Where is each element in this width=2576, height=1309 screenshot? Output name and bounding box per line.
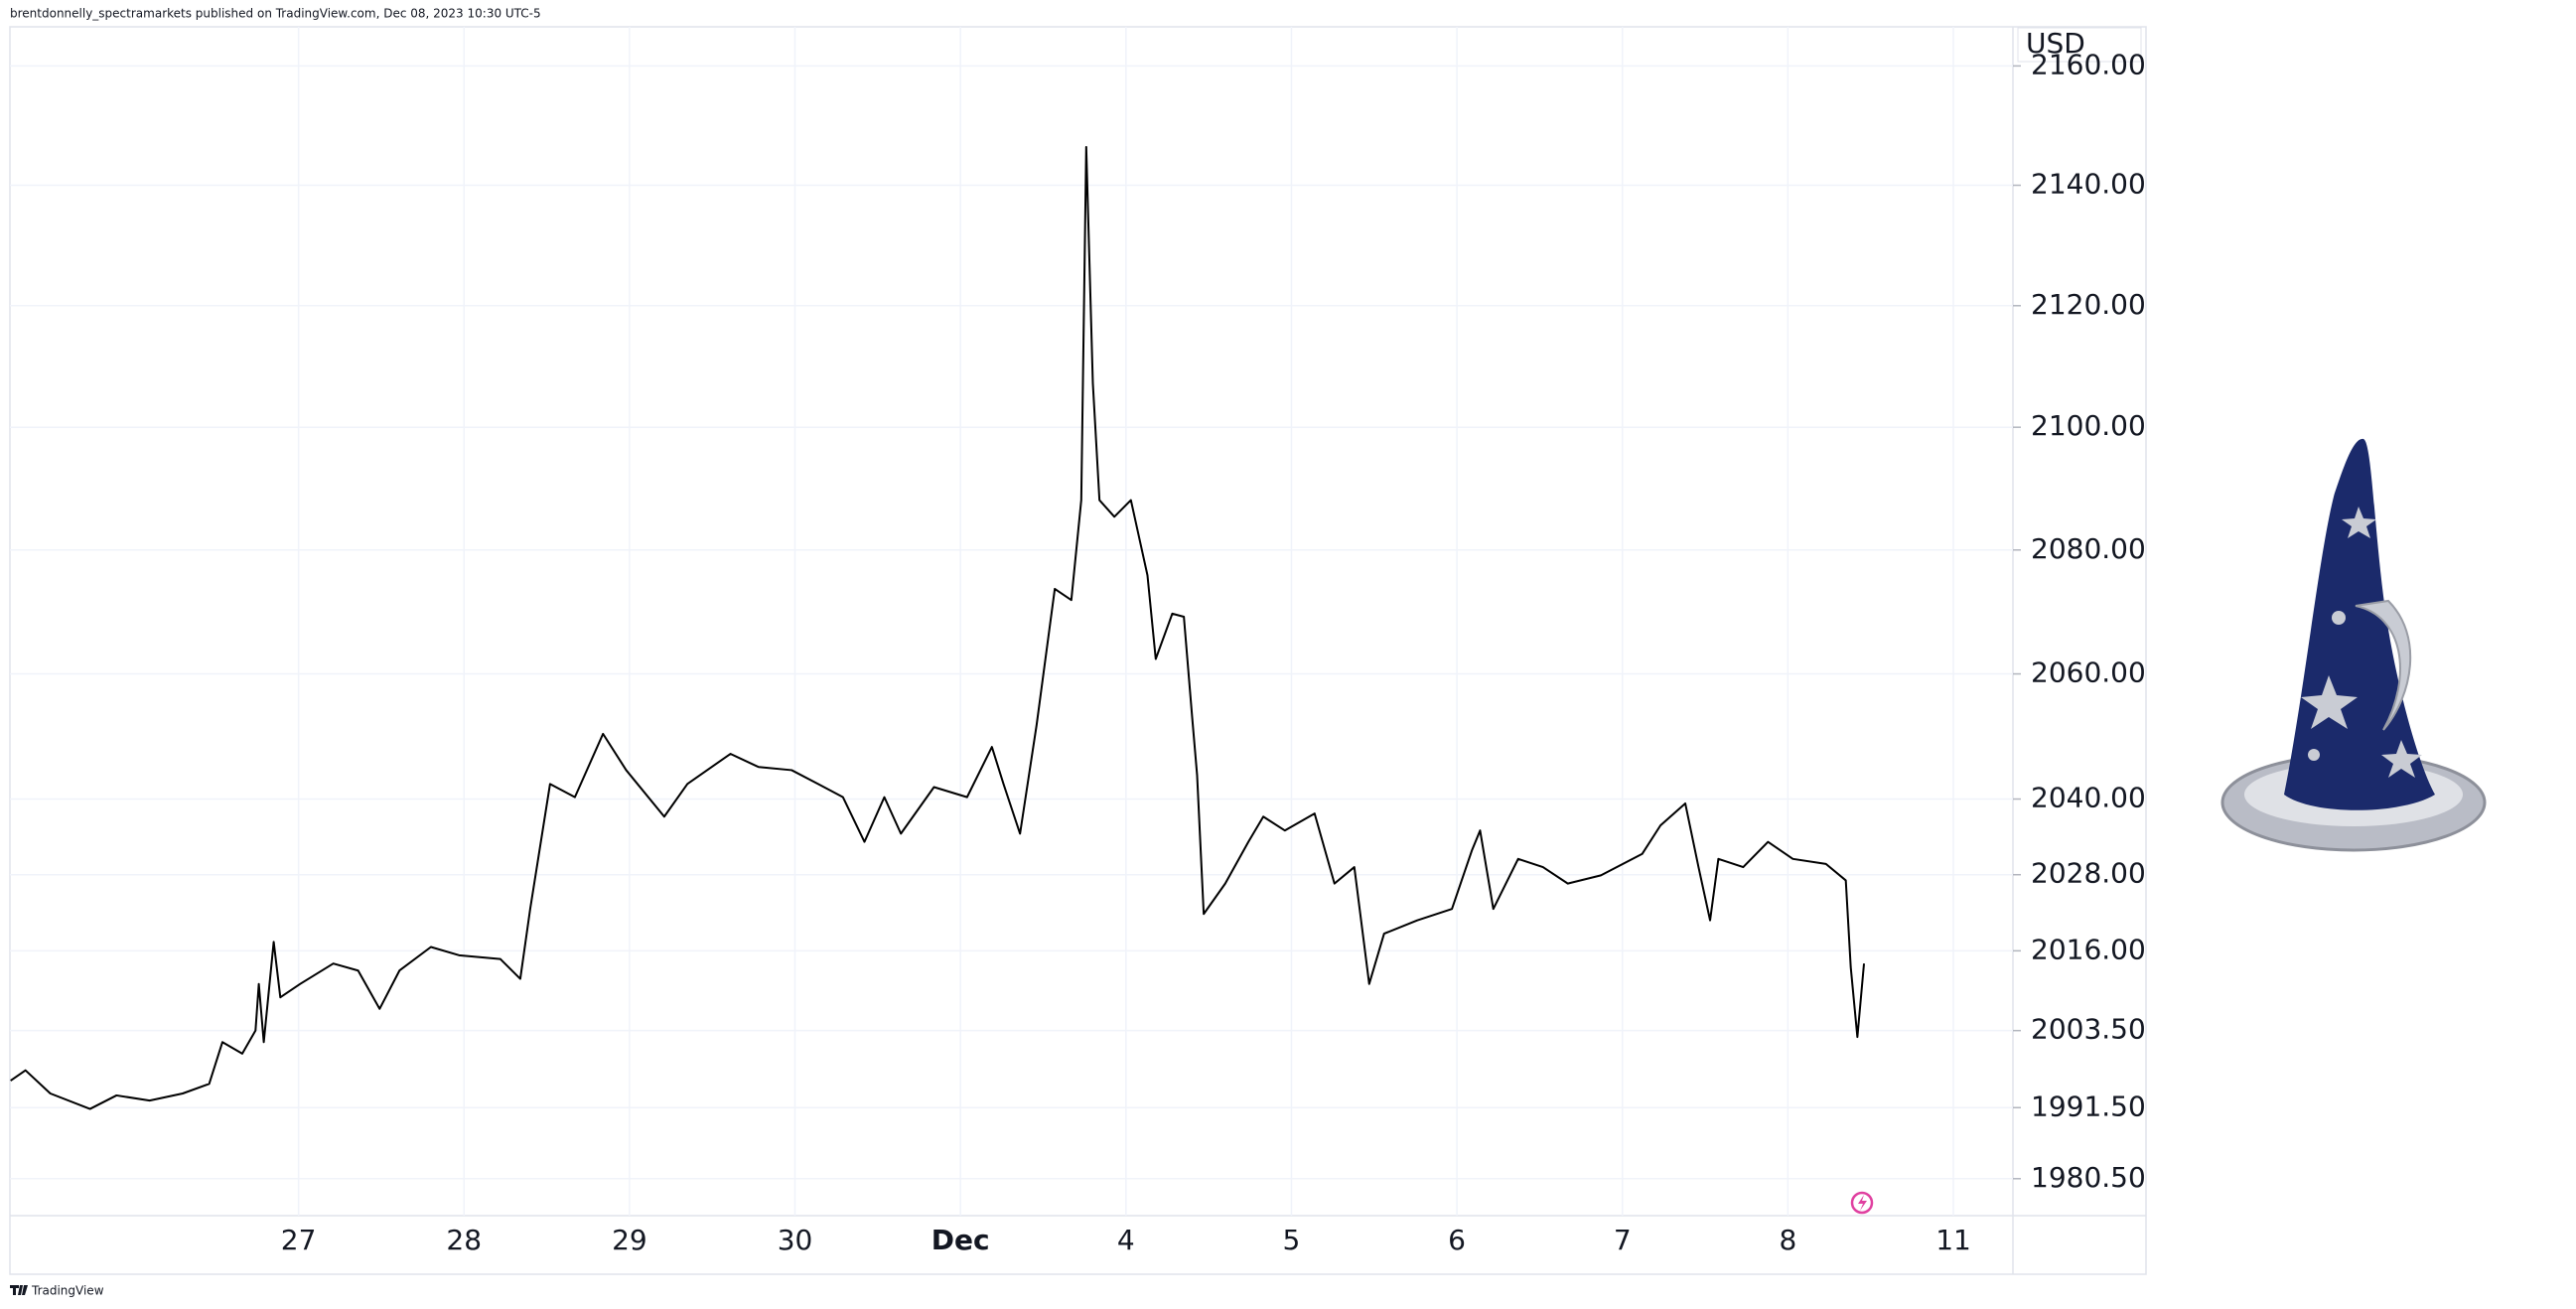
- wizard-hat: [2220, 438, 2487, 852]
- x-tick-label: 11: [1935, 1224, 1971, 1256]
- y-tick-label: 2040.00: [2031, 782, 2146, 814]
- y-tick-label: 2100.00: [2031, 409, 2146, 442]
- x-tick-label: 8: [1779, 1224, 1796, 1256]
- x-tick-label: 4: [1117, 1224, 1135, 1256]
- footer: TradingView: [31, 1284, 104, 1298]
- alert-icon: [1850, 1191, 1874, 1215]
- price-line: [10, 145, 1866, 1110]
- y-tick-label: 2120.00: [2031, 288, 2146, 321]
- x-tick-label: 30: [778, 1224, 813, 1256]
- y-tick-label: 1991.50: [2031, 1090, 2146, 1122]
- frame: [9, 26, 2147, 1275]
- x-tick-label: 5: [1283, 1224, 1301, 1256]
- x-tick-label: 27: [281, 1224, 317, 1256]
- x-tick-label: Dec: [931, 1224, 990, 1256]
- x-tick-label: 28: [446, 1224, 482, 1256]
- y-tick-label: 1980.50: [2031, 1161, 2146, 1194]
- x-tick-label: 7: [1614, 1224, 1632, 1256]
- y-tick-label: 2028.00: [2031, 857, 2146, 890]
- y-tick-label: 2016.00: [2031, 933, 2146, 965]
- x-tick-label: 6: [1448, 1224, 1466, 1256]
- currency-label: USD: [2026, 27, 2085, 60]
- currency-box: [2017, 27, 2142, 63]
- y-tick-label: 2160.00: [2031, 48, 2146, 80]
- y-tick-label: 2060.00: [2031, 656, 2146, 689]
- tradingview-logo: TradingView: [10, 1284, 104, 1298]
- header: brentdonnelly_spectramarkets published o…: [10, 7, 541, 21]
- y-tick-label: 2003.50: [2031, 1013, 2146, 1046]
- x-tick-label: 29: [612, 1224, 647, 1256]
- y-tick-label: 2080.00: [2031, 532, 2146, 565]
- grid: [10, 27, 2013, 1216]
- plot: [10, 145, 1866, 1110]
- y-tick-label: 2140.00: [2031, 168, 2146, 201]
